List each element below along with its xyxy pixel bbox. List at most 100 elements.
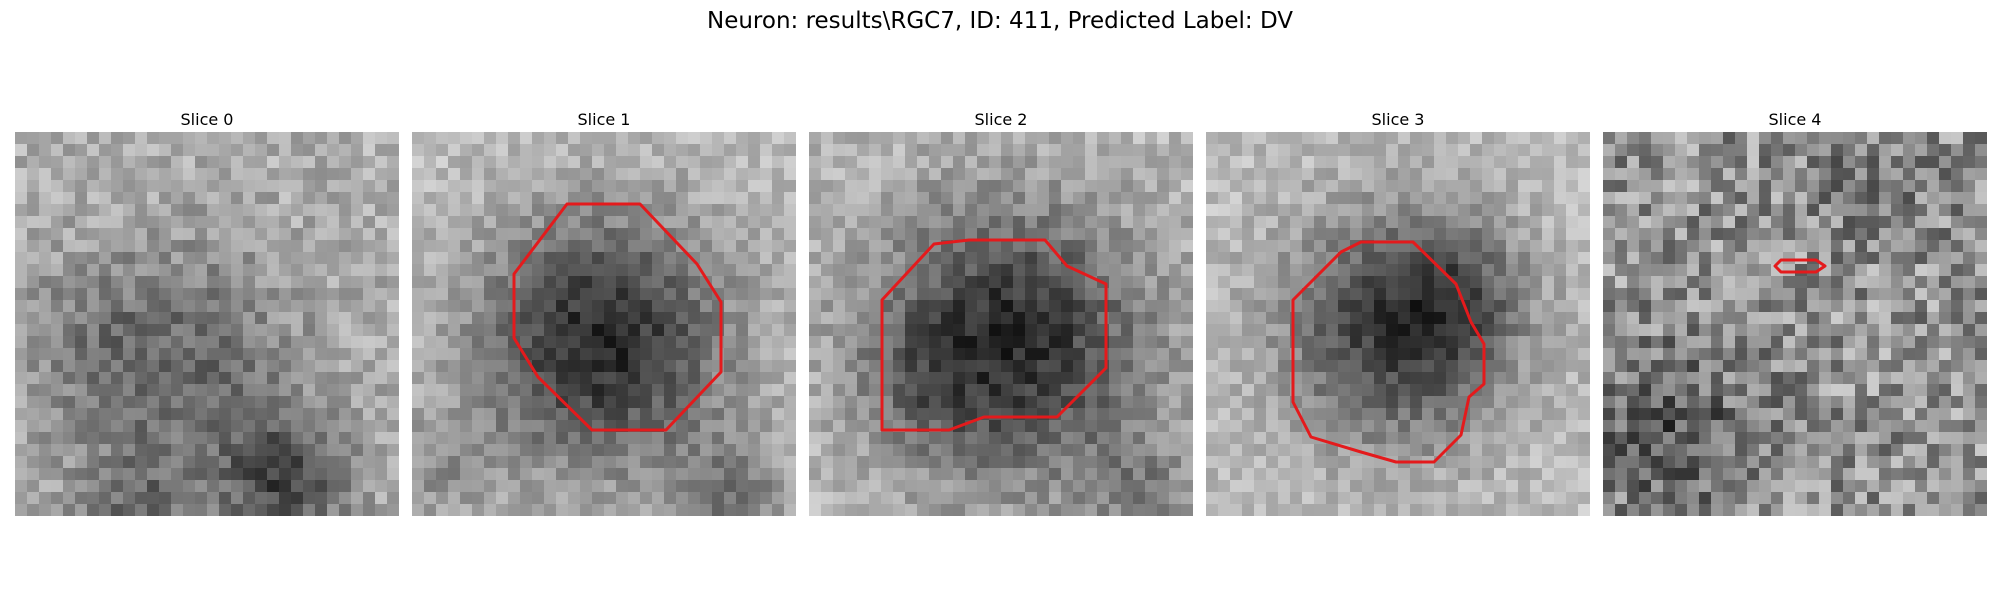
image-pixel <box>267 228 279 240</box>
image-pixel <box>604 348 616 360</box>
image-pixel <box>1663 432 1675 444</box>
image-pixel <box>1639 360 1651 372</box>
image-pixel <box>412 492 424 504</box>
image-pixel <box>1795 216 1807 228</box>
image-pixel <box>1278 276 1290 288</box>
image-pixel <box>171 300 183 312</box>
image-pixel <box>1963 396 1975 408</box>
image-pixel <box>171 432 183 444</box>
image-pixel <box>243 264 255 276</box>
image-pixel <box>1410 180 1422 192</box>
image-pixel <box>845 300 857 312</box>
image-pixel <box>1578 228 1590 240</box>
image-pixel <box>1603 204 1615 216</box>
image-pixel <box>1915 180 1927 192</box>
image-pixel <box>869 408 881 420</box>
image-pixel <box>1350 228 1362 240</box>
image-pixel <box>484 168 496 180</box>
image-pixel <box>905 216 917 228</box>
image-pixel <box>977 504 989 516</box>
image-pixel <box>1651 456 1663 468</box>
image-pixel <box>1001 168 1013 180</box>
image-pixel <box>1290 468 1302 480</box>
image-pixel <box>977 492 989 504</box>
image-pixel <box>219 192 231 204</box>
image-pixel <box>1554 204 1566 216</box>
image-pixel <box>1254 492 1266 504</box>
image-pixel <box>1542 192 1554 204</box>
image-pixel <box>772 264 784 276</box>
image-pixel <box>219 504 231 516</box>
image-pixel <box>1278 444 1290 456</box>
image-pixel <box>1434 180 1446 192</box>
image-pixel <box>27 252 39 264</box>
image-pixel <box>905 504 917 516</box>
image-pixel <box>1206 264 1218 276</box>
image-pixel <box>1254 240 1266 252</box>
image-pixel <box>821 168 833 180</box>
image-pixel <box>1181 312 1193 324</box>
image-pixel <box>472 348 484 360</box>
image-pixel <box>1566 348 1578 360</box>
image-pixel <box>1169 288 1181 300</box>
image-pixel <box>664 132 676 144</box>
image-pixel <box>111 288 123 300</box>
image-pixel <box>1819 396 1831 408</box>
image-pixel <box>700 408 712 420</box>
image-pixel <box>39 252 51 264</box>
image-pixel <box>99 384 111 396</box>
image-pixel <box>243 396 255 408</box>
image-pixel <box>1975 336 1987 348</box>
image-pixel <box>1278 240 1290 252</box>
image-pixel <box>977 480 989 492</box>
image-pixel <box>303 456 315 468</box>
image-pixel <box>1109 360 1121 372</box>
image-pixel <box>652 324 664 336</box>
image-pixel <box>1771 384 1783 396</box>
image-pixel <box>688 408 700 420</box>
image-pixel <box>1422 300 1434 312</box>
image-pixel <box>1422 204 1434 216</box>
image-pixel <box>736 156 748 168</box>
image-pixel <box>1843 168 1855 180</box>
image-pixel <box>387 264 399 276</box>
image-pixel <box>1807 168 1819 180</box>
image-pixel <box>700 240 712 252</box>
image-pixel <box>1145 432 1157 444</box>
image-pixel <box>75 228 87 240</box>
image-pixel <box>1302 228 1314 240</box>
image-pixel <box>183 276 195 288</box>
image-pixel <box>315 192 327 204</box>
image-pixel <box>700 216 712 228</box>
image-pixel <box>291 504 303 516</box>
image-pixel <box>1975 228 1987 240</box>
image-pixel <box>1085 168 1097 180</box>
image-pixel <box>1723 456 1735 468</box>
image-pixel <box>123 480 135 492</box>
image-pixel <box>171 420 183 432</box>
image-pixel <box>724 408 736 420</box>
image-pixel <box>1001 300 1013 312</box>
image-pixel <box>1025 132 1037 144</box>
image-pixel <box>1350 372 1362 384</box>
image-pixel <box>1157 432 1169 444</box>
image-pixel <box>1302 492 1314 504</box>
image-pixel <box>989 228 1001 240</box>
image-pixel <box>1879 180 1891 192</box>
image-pixel <box>700 468 712 480</box>
image-pixel <box>1266 456 1278 468</box>
image-pixel <box>917 336 929 348</box>
image-pixel <box>1603 132 1615 144</box>
image-pixel <box>87 288 99 300</box>
image-pixel <box>339 240 351 252</box>
image-pixel <box>1025 228 1037 240</box>
image-pixel <box>1434 240 1446 252</box>
image-pixel <box>1446 372 1458 384</box>
image-pixel <box>652 348 664 360</box>
image-pixel <box>1037 456 1049 468</box>
image-pixel <box>1338 288 1350 300</box>
image-pixel <box>748 492 760 504</box>
image-pixel <box>1025 432 1037 444</box>
image-pixel <box>39 264 51 276</box>
image-pixel <box>1338 396 1350 408</box>
